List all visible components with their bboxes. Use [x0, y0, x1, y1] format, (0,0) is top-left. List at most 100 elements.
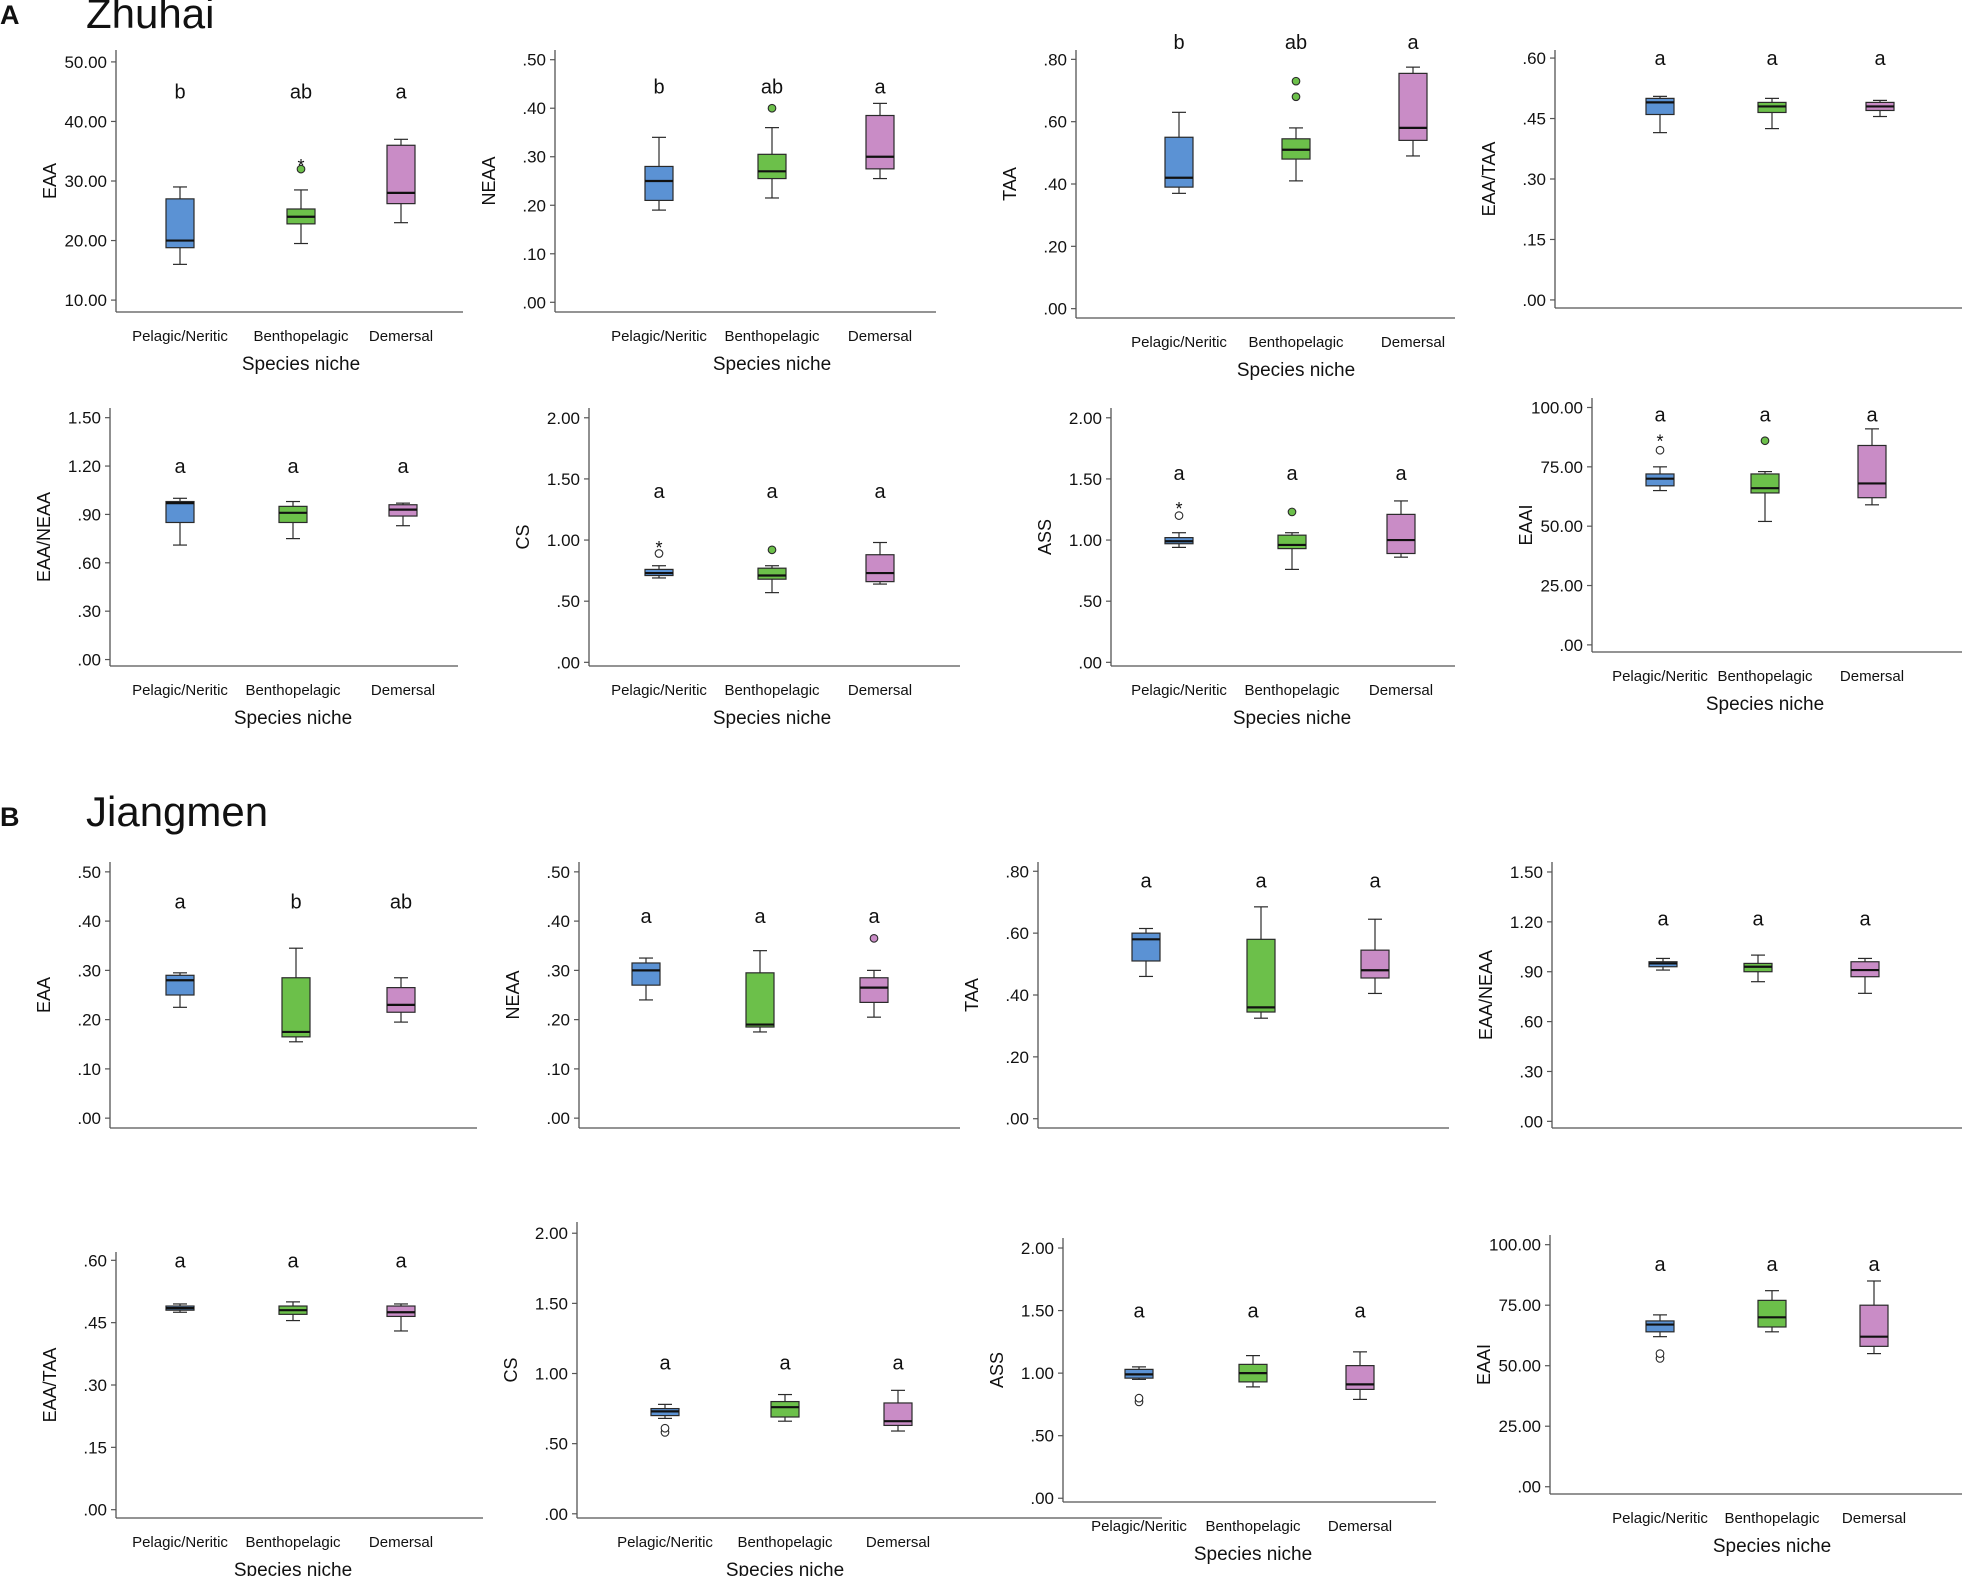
panel-a-neaa-demersal-category-label: Demersal [848, 328, 912, 345]
panel-b-eaa-taa-benthopelagic-significance-letter: a [287, 1250, 299, 1272]
panel-a-eaa-taa-pelagic-box [1645, 97, 1675, 116]
panel-a-neaa-ytick-label: .00 [522, 293, 546, 312]
panel-b-eaa-taa-demersal-category-label: Demersal [369, 1534, 433, 1551]
panel-b-ass-benthopelagic-category-label: Benthopelagic [1205, 1518, 1301, 1535]
panel-b-eaa-taa-pelagic-significance-letter: a [174, 1250, 186, 1272]
panel-a-eaai-benthopelagic-box [1750, 473, 1780, 494]
panel-b-ass-x-axis-label: Species niche [1194, 1544, 1312, 1565]
panel-b-eaa-taa-ytick-label: .60 [83, 1251, 107, 1270]
panel-b-eaa-neaa-ytick-label: .30 [1519, 1062, 1543, 1081]
panel-b-eaa-demersal-significance-letter: ab [390, 891, 412, 913]
plots-layer: 10.00 20.00 30.00 40.00 50.00 EAA b Pelagic/Ner… [34, 32, 1962, 1576]
panel-b-ass-ytick-label: .00 [1030, 1489, 1054, 1508]
panel-a-eaa-taa-ytick-label: .45 [1522, 110, 1546, 129]
panel-b-ass-ytick-label: 1.00 [1021, 1364, 1054, 1383]
panel-b-cs-demersal-category-label: Demersal [866, 1534, 930, 1551]
panel-a-eaai-plot: .00 25.00 50.00 75.00 100.00 EAAI * a Pelagic/Ne… [1516, 398, 1962, 715]
panel-b-eaai-ytick-label: 75.00 [1498, 1296, 1541, 1315]
panel-a-cs-y-axis-label: CS [513, 524, 533, 549]
panel-a-taa-ytick-label: .40 [1043, 175, 1067, 194]
panel-a-cs-pelagic-extreme-outlier: * [655, 538, 662, 558]
panel-a-eaa-plot: 10.00 20.00 30.00 40.00 50.00 EAA b Pelagic/Ner… [40, 50, 463, 375]
panel-b-ass-ytick-label: 1.50 [1021, 1302, 1054, 1321]
panel-a-eaa-neaa-ytick-label: .30 [77, 602, 101, 621]
panel-a-eaa-pelagic-significance-letter: b [174, 82, 185, 104]
panel-b-taa-benthopelagic-box [1246, 938, 1276, 1013]
panel-a-cs-pelagic-category-label: Pelagic/Neritic [611, 682, 707, 699]
panel-a-neaa-ytick-label: .20 [522, 196, 546, 215]
panel-b-ass-ytick-label: .50 [1030, 1427, 1054, 1446]
panel-b-taa-ytick-label: .60 [1005, 924, 1029, 943]
panel-b-eaa-ytick-label: .00 [77, 1109, 101, 1128]
panel-b-neaa-plot: .00 .10 .20 .30 .40 .50 NEAA a a a [503, 862, 960, 1129]
panel-b-eaai-plot: .00 25.00 50.00 75.00 100.00 EAAI a Pelagic/Ner… [1474, 1235, 1962, 1557]
panel-a-eaai-demersal-box [1857, 444, 1887, 499]
panel-a-ass-benthopelagic-outlier [1287, 507, 1297, 517]
panel-b-eaa-taa-pelagic-category-label: Pelagic/Neritic [132, 1534, 228, 1551]
panel-b-taa-y-axis-label: TAA [962, 978, 982, 1012]
panel-b-cs-demersal-significance-letter: a [892, 1352, 904, 1374]
panel-a-taa-pelagic-box [1164, 136, 1194, 188]
panel-a-eaai-ytick-label: 25.00 [1540, 577, 1583, 596]
panel-b-eaai-pelagic-box [1645, 1320, 1675, 1333]
panel-a-cs-ytick-label: .00 [556, 653, 580, 672]
panel-a-taa-pelagic-category-label: Pelagic/Neritic [1131, 334, 1227, 351]
panel-b-cs-ytick-label: .50 [544, 1435, 568, 1454]
panel-b-eaai-benthopelagic-box [1757, 1299, 1787, 1328]
panel-a-neaa-ytick-label: .10 [522, 245, 546, 264]
panel-b-cs-ytick-label: 2.00 [535, 1224, 568, 1243]
panel-b-eaai-demersal-significance-letter: a [1868, 1254, 1880, 1276]
panel-b-eaa-y-axis-label: EAA [34, 977, 54, 1013]
panel-a-eaa-taa-demersal-significance-letter: a [1874, 48, 1886, 70]
panel-a-eaa-taa-ytick-label: .30 [1522, 170, 1546, 189]
panel-b-eaa-taa-plot: .00 .15 .30 .45 .60 EAA/TAA a Pelagic/Neritic a B… [40, 1250, 483, 1576]
panel-a-ass-benthopelagic-box [1277, 534, 1307, 550]
panel-b-neaa-demersal-outlier [869, 934, 879, 943]
panel-a-eaa-taa-pelagic-significance-letter: a [1654, 48, 1666, 70]
panel-a-taa-benthopelagic-significance-letter: ab [1285, 32, 1307, 54]
panel-a-cs-benthopelagic-box [757, 567, 787, 580]
panel-b-cs-benthopelagic-box [770, 1400, 800, 1418]
panel-a-cs-ytick-label: 1.00 [547, 531, 580, 550]
panel-a-taa-y-axis-label: TAA [1000, 167, 1020, 201]
panel-b-taa-ytick-label: .80 [1005, 862, 1029, 881]
panel-b-eaa-taa-ytick-label: .00 [83, 1501, 107, 1520]
panel-b-neaa-benthopelagic-box [745, 972, 775, 1028]
panel-a-taa-demersal-significance-letter: a [1407, 32, 1419, 54]
panel-b-taa-demersal-box [1360, 949, 1390, 979]
panel-b-eaa-pelagic-significance-letter: a [174, 891, 186, 913]
panel-a-cs-benthopelagic-significance-letter: a [766, 481, 778, 503]
panel-b-taa-benthopelagic-significance-letter: a [1255, 871, 1267, 893]
panel-a-eaa-x-axis-label: Species niche [242, 354, 360, 375]
panel-a-neaa-x-axis-label: Species niche [713, 354, 831, 375]
panel-a-cs-ytick-label: 2.00 [547, 409, 580, 428]
panel-a-eaa-neaa-benthopelagic-category-label: Benthopelagic [245, 682, 341, 699]
panel-b-cs-ytick-label: 1.50 [535, 1294, 568, 1313]
panel-b-eaa-neaa-plot: .00 .30 .60 .90 1.20 1.50 EAA/NEAA a a a [1476, 862, 1962, 1131]
panel-a-eaa-ytick-label: 40.00 [64, 112, 107, 131]
panel-a-ass-ytick-label: 2.00 [1069, 409, 1102, 428]
panel-a-eaa-neaa-ytick-label: 1.50 [68, 409, 101, 428]
panel-b-neaa-ytick-label: .00 [546, 1109, 570, 1128]
panel-a-taa-ytick-label: .20 [1043, 237, 1067, 256]
panel-a-cs-ytick-label: 1.50 [547, 470, 580, 489]
panel-a-ass-pelagic-outlier [1174, 511, 1184, 520]
panel-b-eaai-y-axis-label: EAAI [1474, 1344, 1494, 1385]
panel-a-ass-y-axis-label: ASS [1035, 519, 1055, 555]
panel-b-eaa-taa-benthopelagic-category-label: Benthopelagic [245, 1534, 341, 1551]
panel-a-taa-benthopelagic-outlier [1291, 92, 1301, 102]
panel-b-eaa-taa-ytick-label: .15 [83, 1438, 107, 1457]
panel-b-neaa-pelagic-box [631, 962, 661, 986]
panel-a-eaa-neaa-pelagic-box [165, 500, 195, 524]
panel-b-cs-ytick-label: 1.00 [535, 1365, 568, 1384]
panel-a-eaa-ytick-label: 50.00 [64, 53, 107, 72]
panel-a-cs-ytick-label: .50 [556, 592, 580, 611]
panel-b-eaa-ytick-label: .50 [77, 863, 101, 882]
panel-a-taa-plot: .00 .20 .40 .60 .80 TAA b Pelagic/Neritic ab Bent… [1000, 32, 1455, 381]
panel-a-eaa-neaa-pelagic-category-label: Pelagic/Neritic [132, 682, 228, 699]
panel-b-eaa-neaa-benthopelagic-significance-letter: a [1752, 909, 1764, 931]
panel-a-eaai-ytick-label: .00 [1559, 636, 1583, 655]
panel-b-eaa-benthopelagic-box [281, 977, 311, 1038]
panel-title-jiangmen: Jiangmen [86, 788, 268, 835]
panel-a-eaa-pelagic-category-label: Pelagic/Neritic [132, 328, 228, 345]
